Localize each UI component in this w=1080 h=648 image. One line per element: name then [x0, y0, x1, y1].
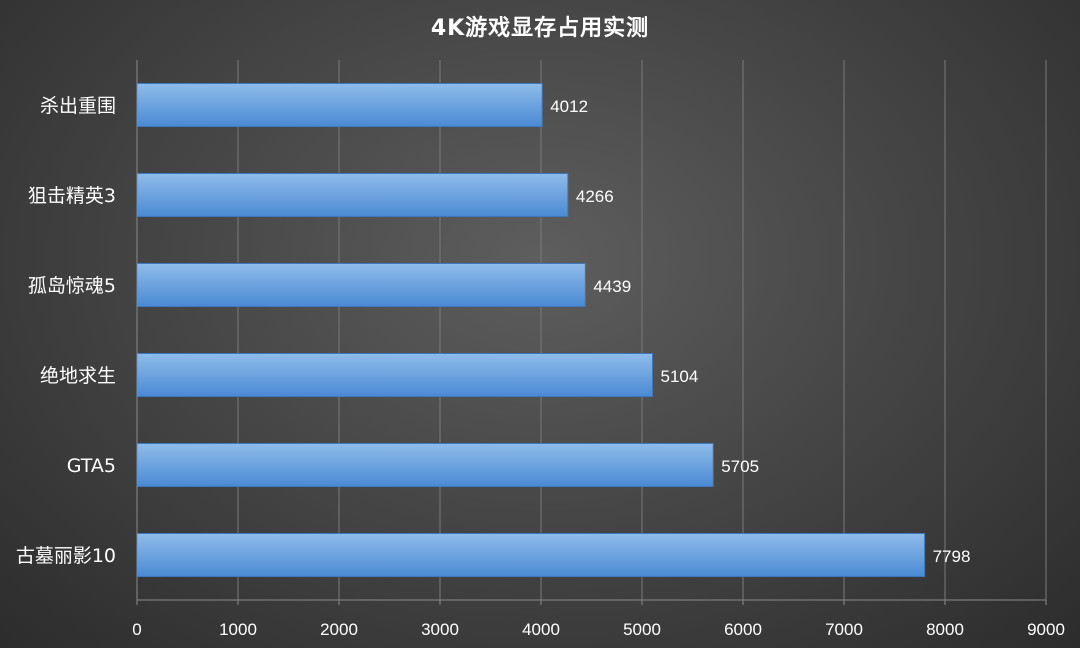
bar-3 [136, 353, 654, 397]
bar-0 [136, 83, 543, 127]
category-label-3: 绝地求生 [40, 365, 116, 387]
category-label-4: GTA5 [67, 455, 116, 477]
bar-4 [136, 443, 714, 487]
value-label-4: 5705 [721, 457, 759, 476]
x-tick-label-9000: 9000 [1027, 620, 1065, 639]
x-tick-label-8000: 8000 [926, 620, 964, 639]
category-label-1: 狙击精英3 [28, 185, 116, 207]
x-tick-label-4000: 4000 [522, 620, 560, 639]
value-label-5: 7798 [933, 547, 971, 566]
x-tick-label-2000: 2000 [320, 620, 358, 639]
category-label-5: 古墓丽影10 [16, 545, 116, 567]
grid-lines [237, 60, 1047, 600]
bars [136, 83, 926, 577]
category-label-0: 杀出重围 [40, 95, 116, 117]
x-tick-label-5000: 5000 [623, 620, 661, 639]
bar-5 [136, 533, 926, 577]
axes [136, 60, 1047, 605]
x-tick-label-0: 0 [132, 620, 141, 639]
value-label-0: 4012 [550, 97, 588, 116]
value-label-3: 5104 [661, 367, 699, 386]
x-tick-label-6000: 6000 [724, 620, 762, 639]
category-label-2: 孤岛惊魂5 [28, 275, 116, 297]
value-label-2: 4439 [593, 277, 631, 296]
value-label-1: 4266 [576, 187, 614, 206]
bar-1 [136, 173, 569, 217]
labels: 0 1000 2000 3000 4000 5000 6000 7000 8000 9000 杀出重… [16, 95, 1065, 639]
x-tick-label-1000: 1000 [219, 620, 257, 639]
chart-title: 4K游戏显存占用实测 [430, 16, 650, 41]
x-tick-label-7000: 7000 [825, 620, 863, 639]
bar-2 [136, 263, 586, 307]
x-tick-label-3000: 3000 [421, 620, 459, 639]
